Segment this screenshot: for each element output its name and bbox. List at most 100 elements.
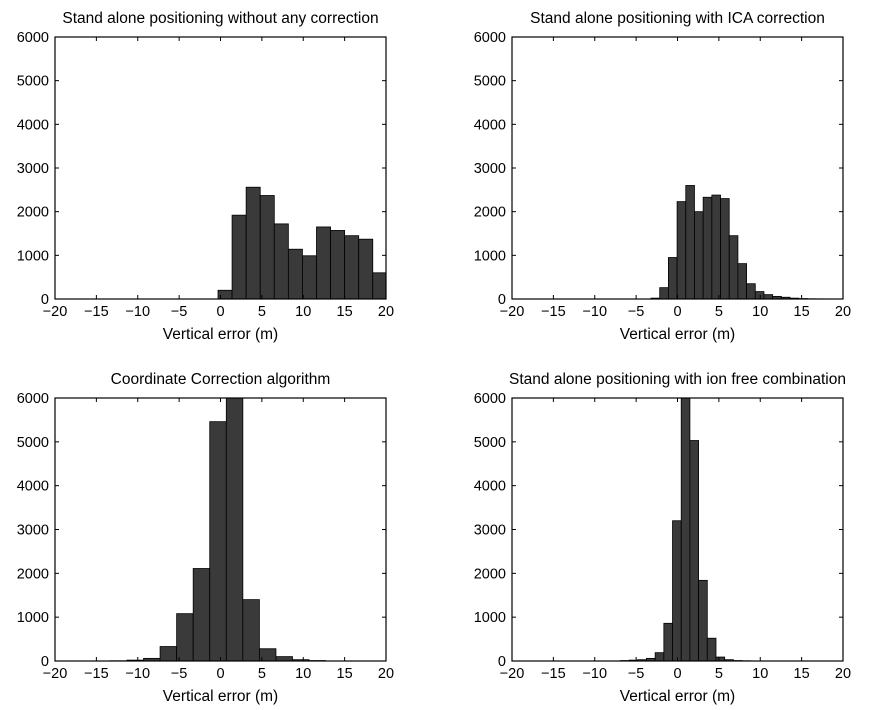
panel-bottom-left: Coordinate Correction algorithm Vertical… (17, 371, 394, 705)
y-tick-label: 6000 (474, 30, 506, 46)
y-tick-label: 3000 (474, 523, 506, 539)
x-tick-label: −15 (84, 304, 109, 320)
x-tick-label: 0 (673, 304, 681, 320)
y-tick-label: 4000 (17, 479, 49, 495)
bars (650, 185, 834, 300)
x-tick-label: 0 (216, 304, 224, 320)
x-tick-label: −5 (628, 666, 645, 682)
x-tick-label: 20 (378, 666, 394, 682)
y-tick-label: 0 (41, 292, 49, 308)
y-tick-label: 1000 (17, 610, 49, 626)
x-tick-label: −10 (582, 666, 607, 682)
y-tick-label: 6000 (17, 30, 49, 46)
x-tick-label: 10 (295, 666, 311, 682)
x-axis-label: Vertical error (m) (620, 688, 735, 705)
histogram-bar (698, 579, 708, 662)
y-tick-label: 2000 (17, 566, 49, 582)
histogram-bar (659, 287, 669, 300)
x-tick-label: 5 (715, 666, 723, 682)
x-tick-label: 10 (752, 666, 768, 682)
histogram-bar (330, 230, 346, 300)
y-tick-label: 6000 (17, 391, 49, 407)
histogram-bar (316, 226, 331, 300)
y-tick-label: 1000 (17, 248, 49, 264)
histogram-bar (245, 186, 261, 300)
x-tick-label: 20 (835, 666, 851, 682)
histogram-bar (737, 263, 747, 300)
histogram-bar (685, 185, 695, 300)
y-tick-label: 5000 (17, 74, 49, 90)
histogram-bar (242, 599, 260, 662)
y-tick-label: 5000 (17, 435, 49, 451)
histogram-bar (694, 211, 704, 300)
histogram-bar (192, 568, 211, 662)
panel-top-right: Stand alone positioning with ICA correct… (474, 10, 851, 343)
histogram-bar (273, 223, 289, 300)
x-tick-label: −10 (125, 304, 150, 320)
histogram-bar (702, 196, 713, 300)
histogram-bar (372, 272, 387, 300)
histogram-bar (259, 195, 275, 300)
panel-title: Stand alone positioning with ion free co… (509, 371, 846, 388)
x-tick-label: −15 (84, 666, 109, 682)
panel-title: Coordinate Correction algorithm (111, 371, 331, 388)
x-tick-label: 15 (794, 666, 810, 682)
x-tick-label: −20 (500, 304, 525, 320)
y-tick-label: 4000 (474, 117, 506, 133)
x-tick-label: −5 (171, 666, 188, 682)
x-tick-label: −5 (171, 304, 188, 320)
histogram-bar (275, 656, 293, 662)
panel-title: Stand alone positioning without any corr… (62, 10, 378, 27)
x-tick-label: 5 (258, 666, 266, 682)
bars (110, 397, 326, 662)
histogram-bar (225, 397, 244, 662)
y-tick-label: 4000 (474, 479, 506, 495)
histogram-bar (663, 622, 673, 662)
histogram-bar (680, 397, 691, 662)
histogram-bar (672, 520, 682, 662)
x-tick-label: 10 (752, 304, 768, 320)
y-tick-label: 6000 (474, 391, 506, 407)
histogram-bar (231, 214, 247, 300)
histogram-bar (763, 294, 774, 300)
x-tick-label: 0 (673, 666, 681, 682)
histogram-bar (754, 291, 765, 300)
x-tick-label: 20 (378, 304, 394, 320)
histogram-bar (654, 652, 665, 662)
x-tick-label: −20 (43, 666, 68, 682)
bars (620, 397, 752, 662)
histogram-bar (706, 637, 717, 662)
y-tick-label: 1000 (474, 248, 506, 264)
x-tick-label: −10 (582, 304, 607, 320)
histogram-bar (344, 235, 360, 300)
x-tick-label: 5 (258, 304, 266, 320)
histogram-bar (358, 238, 374, 300)
panel-bottom-right: Stand alone positioning with ion free co… (474, 371, 851, 705)
x-tick-label: −15 (541, 304, 566, 320)
y-tick-label: 4000 (17, 117, 49, 133)
y-tick-label: 2000 (17, 205, 49, 221)
x-tick-label: 5 (715, 304, 723, 320)
x-tick-label: −20 (500, 666, 525, 682)
y-tick-label: 5000 (474, 74, 506, 90)
x-axis-label: Vertical error (m) (163, 688, 278, 705)
y-tick-label: 3000 (17, 523, 49, 539)
y-tick-label: 3000 (17, 161, 49, 177)
bars (217, 186, 387, 300)
histogram-bar (159, 646, 178, 662)
x-tick-label: 0 (216, 666, 224, 682)
x-tick-label: −20 (43, 304, 68, 320)
histogram-bar (209, 421, 227, 662)
x-tick-label: −10 (125, 666, 150, 682)
y-tick-label: 0 (41, 654, 49, 670)
histogram-bar (302, 255, 317, 300)
histogram-bar (287, 248, 303, 300)
panel-title: Stand alone positioning with ICA correct… (530, 10, 825, 27)
y-tick-label: 1000 (474, 610, 506, 626)
y-tick-label: 0 (498, 292, 506, 308)
x-tick-label: −5 (628, 304, 645, 320)
histogram-bar (720, 198, 730, 300)
histogram-bar (176, 613, 194, 662)
